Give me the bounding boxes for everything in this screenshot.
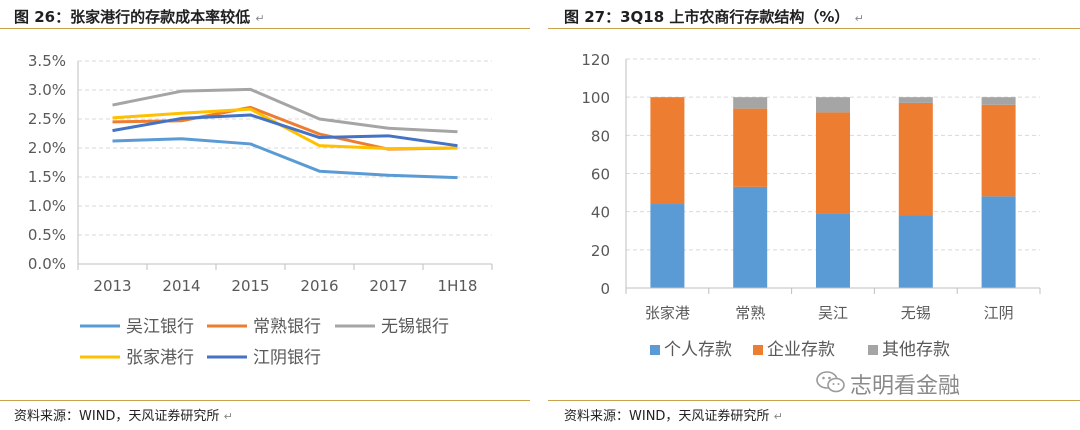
- y-tick-label: 1.0%: [28, 197, 66, 215]
- bar-segment: [981, 196, 1016, 288]
- right-source: 资料来源：WIND，天风证券研究所 ↵: [564, 409, 783, 424]
- bar-segment: [816, 112, 850, 214]
- x-tick-label: 1H18: [438, 277, 478, 295]
- legend-swatch: [868, 345, 878, 355]
- bar-segment: [733, 108, 768, 187]
- series-line-1: [112, 137, 458, 180]
- legend-label: 个人存款: [664, 340, 732, 360]
- y-tick-label: 1.5%: [28, 168, 66, 186]
- y-tick-label: 120: [581, 51, 610, 69]
- y-tick-label: 80: [591, 127, 610, 145]
- left-figure-title: 图 26：张家港行的存款成本率较低 ↵: [14, 8, 265, 26]
- y-tick-label: 3.5%: [28, 52, 66, 70]
- x-tick-label: 2014: [162, 277, 200, 295]
- x-tick-label: 江阴: [984, 304, 1014, 322]
- series-line-3: [112, 87, 458, 134]
- line-chart: 0.0% 0.5% 1.0% 1.5% 2.0% 2.5% 3.0% 3.5% 2013 2014…: [28, 52, 493, 368]
- left-top-rule: [0, 28, 530, 29]
- y-tick-label: 3.0%: [28, 81, 66, 99]
- y-tick-label: 20: [591, 242, 610, 260]
- legend-label: 企业存款: [767, 340, 835, 360]
- x-tick-label: 吴江: [818, 304, 848, 322]
- right-figure-title: 图 27：3Q18 上市农商行存款结构（%） ↵: [564, 8, 864, 26]
- bar-segment: [898, 97, 933, 103]
- legend-swatch: [753, 345, 763, 355]
- legend-label: 其他存款: [882, 340, 950, 360]
- x-tick-label: 无锡: [901, 304, 931, 322]
- x-tick-label: 2016: [300, 277, 338, 295]
- left-panel: 图 26：张家港行的存款成本率较低 ↵ 0.0% 0.5% 1.0% 1.5% 2.0%…: [0, 0, 530, 430]
- y-tick-label: 2.0%: [28, 139, 66, 157]
- bar-segment: [650, 97, 685, 205]
- bar-segment: [733, 97, 768, 109]
- legend-label: 无锡银行: [381, 317, 449, 337]
- watermark: 志明看金融: [850, 374, 961, 399]
- bar-segment: [816, 213, 850, 288]
- bar-segment: [733, 186, 768, 288]
- x-tick-label: 常熟: [735, 304, 765, 322]
- bar-segment: [650, 204, 685, 288]
- y-tick-label: 60: [591, 166, 610, 184]
- y-tick-label: 100: [581, 89, 610, 107]
- bar-segment: [981, 97, 1016, 105]
- legend-swatch: [650, 345, 660, 355]
- bar-segment: [981, 104, 1016, 197]
- right-panel: 图 27：3Q18 上市农商行存款结构（%） ↵ 0 20 40 60 80 100 120…: [548, 0, 1080, 430]
- bar-segment: [816, 97, 850, 113]
- y-tick-label: 0.5%: [28, 226, 66, 244]
- y-tick-label: 40: [591, 204, 610, 222]
- y-tick-label: 2.5%: [28, 110, 66, 128]
- right-top-rule: [548, 28, 1080, 29]
- legend-label: 吴江银行: [126, 317, 194, 337]
- legend-label: 张家港行: [126, 348, 194, 368]
- right-bottom-rule: [548, 400, 1080, 401]
- x-tick-label: 2017: [369, 277, 407, 295]
- y-tick-label: 0: [600, 280, 610, 298]
- bar-segment: [898, 215, 933, 288]
- wechat-icon: [816, 371, 845, 393]
- left-bottom-rule: [0, 400, 530, 401]
- x-tick-label: 2015: [231, 277, 269, 295]
- x-tick-label: 2013: [93, 277, 131, 295]
- x-tick-label: 张家港: [645, 304, 690, 322]
- bar-segment: [898, 102, 933, 216]
- y-tick-label: 0.0%: [28, 255, 66, 273]
- legend-label: 常熟银行: [253, 316, 321, 337]
- left-source: 资料来源：WIND，天风证券研究所 ↵: [14, 409, 233, 424]
- series-line-5: [112, 113, 458, 148]
- legend-label: 江阴银行: [253, 348, 321, 368]
